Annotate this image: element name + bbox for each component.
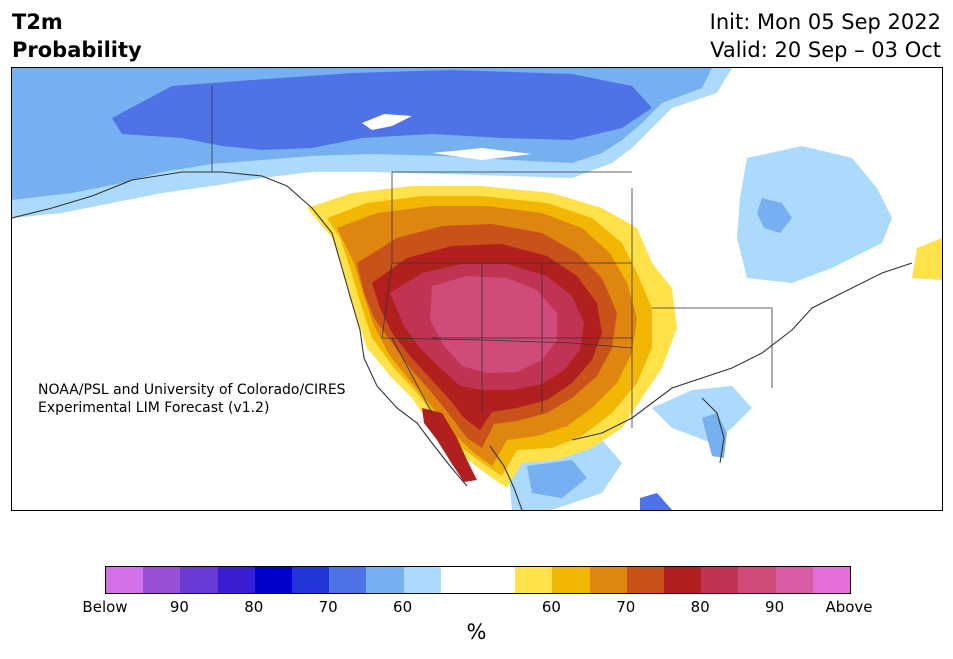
warm-pink-core [430,276,557,373]
cold-region-core [112,70,652,150]
probability-map [11,67,943,511]
colorbar-tick-label: 90 [765,598,785,616]
colorbar-tick-label: 70 [616,598,636,616]
colorbar-tick-label: Above [825,598,873,616]
colorbar-cell [440,567,479,593]
init-date: Init: Mon 05 Sep 2022 [709,10,941,34]
southeast-cold [652,386,752,443]
florida-cold [702,413,727,458]
colorbar-tick-label: 90 [169,598,189,616]
colorbar-cell [403,567,441,593]
quebec-cold [737,146,892,283]
colorbar-cell [254,567,293,593]
hudson-bay [362,114,532,160]
colorbar-cell [738,567,776,593]
gulf-cold [640,493,672,510]
colorbar-cell [292,567,330,593]
colorbar-tick-label: 70 [318,598,338,616]
title-kind: Probability [12,38,142,62]
colorbar-cell [552,567,590,593]
state-borders [211,86,773,428]
colorbar-cell [701,567,739,593]
credit-text: NOAA/PSL and University of Colorado/CIRE… [38,381,346,417]
colorbar-cell [478,567,516,593]
credit-line-1: NOAA/PSL and University of Colorado/CIRE… [38,382,346,398]
colorbar-cell [775,567,813,593]
colorbar-unit: % [466,620,487,644]
colorbar-cell [106,567,144,593]
colorbar-cell [664,567,702,593]
colorbar-cell [143,567,181,593]
mexico-cold-core [527,460,587,498]
maritime-warm [912,238,942,280]
map-title: T2m Probability [12,8,142,64]
colorbar-ticks: Below 90 80 70 60 60 70 80 90 Above [0,598,953,620]
colorbar-cell [515,567,553,593]
colorbar [105,566,851,594]
colorbar-tick-label: 80 [690,598,710,616]
valid-range: Valid: 20 Sep – 03 Oct [710,38,941,62]
colorbar-cell [366,567,404,593]
colorbar-tick-label: 60 [541,598,561,616]
credit-line-2: Experimental LIM Forecast (v1.2) [38,400,270,416]
baja-warm [422,408,477,482]
colorbar-cell [329,567,367,593]
map-svg [12,68,942,510]
colorbar-cell [626,567,665,593]
colorbar-tick-label: Below [82,598,128,616]
colorbar-cell [217,567,255,593]
title-variable: T2m [12,10,63,34]
forecast-dates: Init: Mon 05 Sep 2022 Valid: 20 Sep – 03… [710,8,941,64]
colorbar-cell [180,567,218,593]
colorbar-tick-label: 60 [393,598,413,616]
colorbar-cell [589,567,627,593]
quebec-cold-core [757,198,792,233]
colorbar-tick-label: 80 [244,598,264,616]
colorbar-cell [812,567,851,593]
